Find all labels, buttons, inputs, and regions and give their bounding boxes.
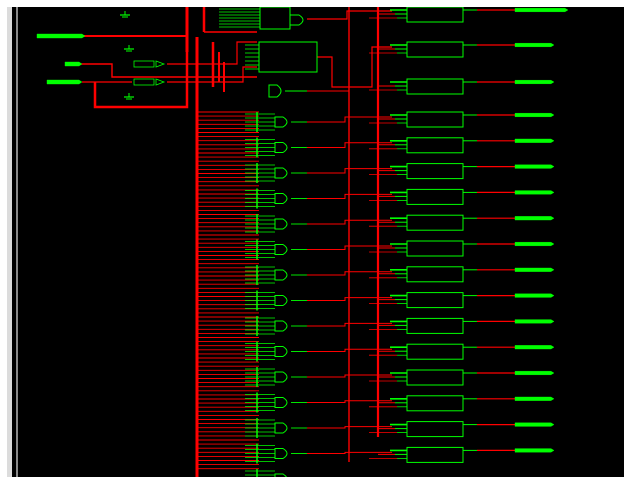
net-wire [93,52,189,109]
output-port-icon [514,396,555,401]
net-wire [307,348,392,352]
and-gate-icon [245,163,307,183]
net-wire [307,219,392,225]
and-gate-icon [245,137,307,158]
and-gate-icon [245,239,307,260]
net-wire [72,63,257,78]
and-gate-icon [245,112,307,132]
and-gate-icon [268,84,307,98]
flip-flop-cell-icon [390,111,477,128]
vertical-scrollbar[interactable] [7,7,12,477]
output-port-icon [514,113,555,117]
flip-flop-cell-icon [390,369,477,386]
and-gate-icon [245,367,307,387]
net-wire [167,66,257,83]
decoder-block [219,7,304,30]
flip-flop-column [390,7,477,463]
input-port-icon [64,61,83,67]
output-port-icon [514,267,555,272]
flip-flop-cell-icon [390,41,477,58]
net-wire [307,168,392,174]
cell-layer [120,7,477,477]
flip-flop-cell-icon [390,188,477,205]
flip-flop-cell-icon [390,137,477,154]
flip-flop-cell-icon [390,240,477,257]
and-gate-icon [245,392,307,413]
output-port-icon [514,371,555,375]
net-wire [307,245,392,250]
flip-flop-cell-icon [390,421,477,438]
flip-flop-cell-icon [390,266,477,283]
net-wire [317,46,392,88]
ground-icon [120,11,130,18]
and-gate-icon [245,418,307,438]
and-gate-icon [245,290,307,311]
flip-flop-cell-icon [390,292,477,309]
and-gate-icon [245,316,307,336]
output-port-icon [514,448,555,453]
ground-icon [124,93,134,100]
flip-flop-cell-icon [390,343,477,360]
and-gate-icon [245,265,307,285]
and-gate-icon [245,443,307,464]
output-port-icon [514,43,555,47]
and-gate-icon [245,341,307,362]
net-layer [72,7,515,477]
flip-flop-cell-icon [390,163,477,180]
and-gate-bank [245,112,307,477]
and-gate-icon [245,214,307,234]
and-gate-icon [245,469,287,477]
buffer-gate-icon [133,60,166,68]
net-wire [307,116,392,123]
output-port-icon [514,164,555,169]
net-wire [307,193,392,199]
net-wire [307,10,392,20]
flip-flop-cell-icon [390,78,477,95]
output-port-icon [514,190,555,195]
flip-flop-cell-icon [390,446,477,463]
output-port-icon [514,242,555,246]
schematic-canvas[interactable] [7,7,624,477]
net-wire [307,400,392,403]
net-wire [307,142,392,148]
net-wire [307,297,392,301]
output-port-icon [514,293,555,298]
output-port-icon [514,345,555,350]
flip-flop-cell-icon [390,317,477,334]
output-port-icon [514,319,555,324]
flip-flop-cell-icon [390,395,477,412]
flip-flop-cell-icon [390,7,477,23]
net-wire [307,451,392,454]
netlist-schematic[interactable] [7,7,624,477]
input-port-icon [46,79,83,85]
input-port-icon [36,33,86,39]
net-wire [167,41,257,65]
ground-icon [124,45,134,52]
output-port-icon [514,138,555,143]
and-gate-icon [245,188,307,209]
net-wire [307,271,392,276]
output-port-icon [514,422,555,427]
net-wire [307,374,392,378]
output-port-icon [514,8,569,12]
net-wire [307,322,392,327]
net-wire [307,426,392,429]
canvas-left-divider [16,7,18,477]
buffer-gate-icon [133,78,166,86]
output-port-icon [514,80,555,84]
flip-flop-cell-icon [390,214,477,231]
net-wire [82,35,188,52]
port-layer [36,8,569,453]
output-port-icon [514,216,555,221]
register-block [245,41,318,73]
